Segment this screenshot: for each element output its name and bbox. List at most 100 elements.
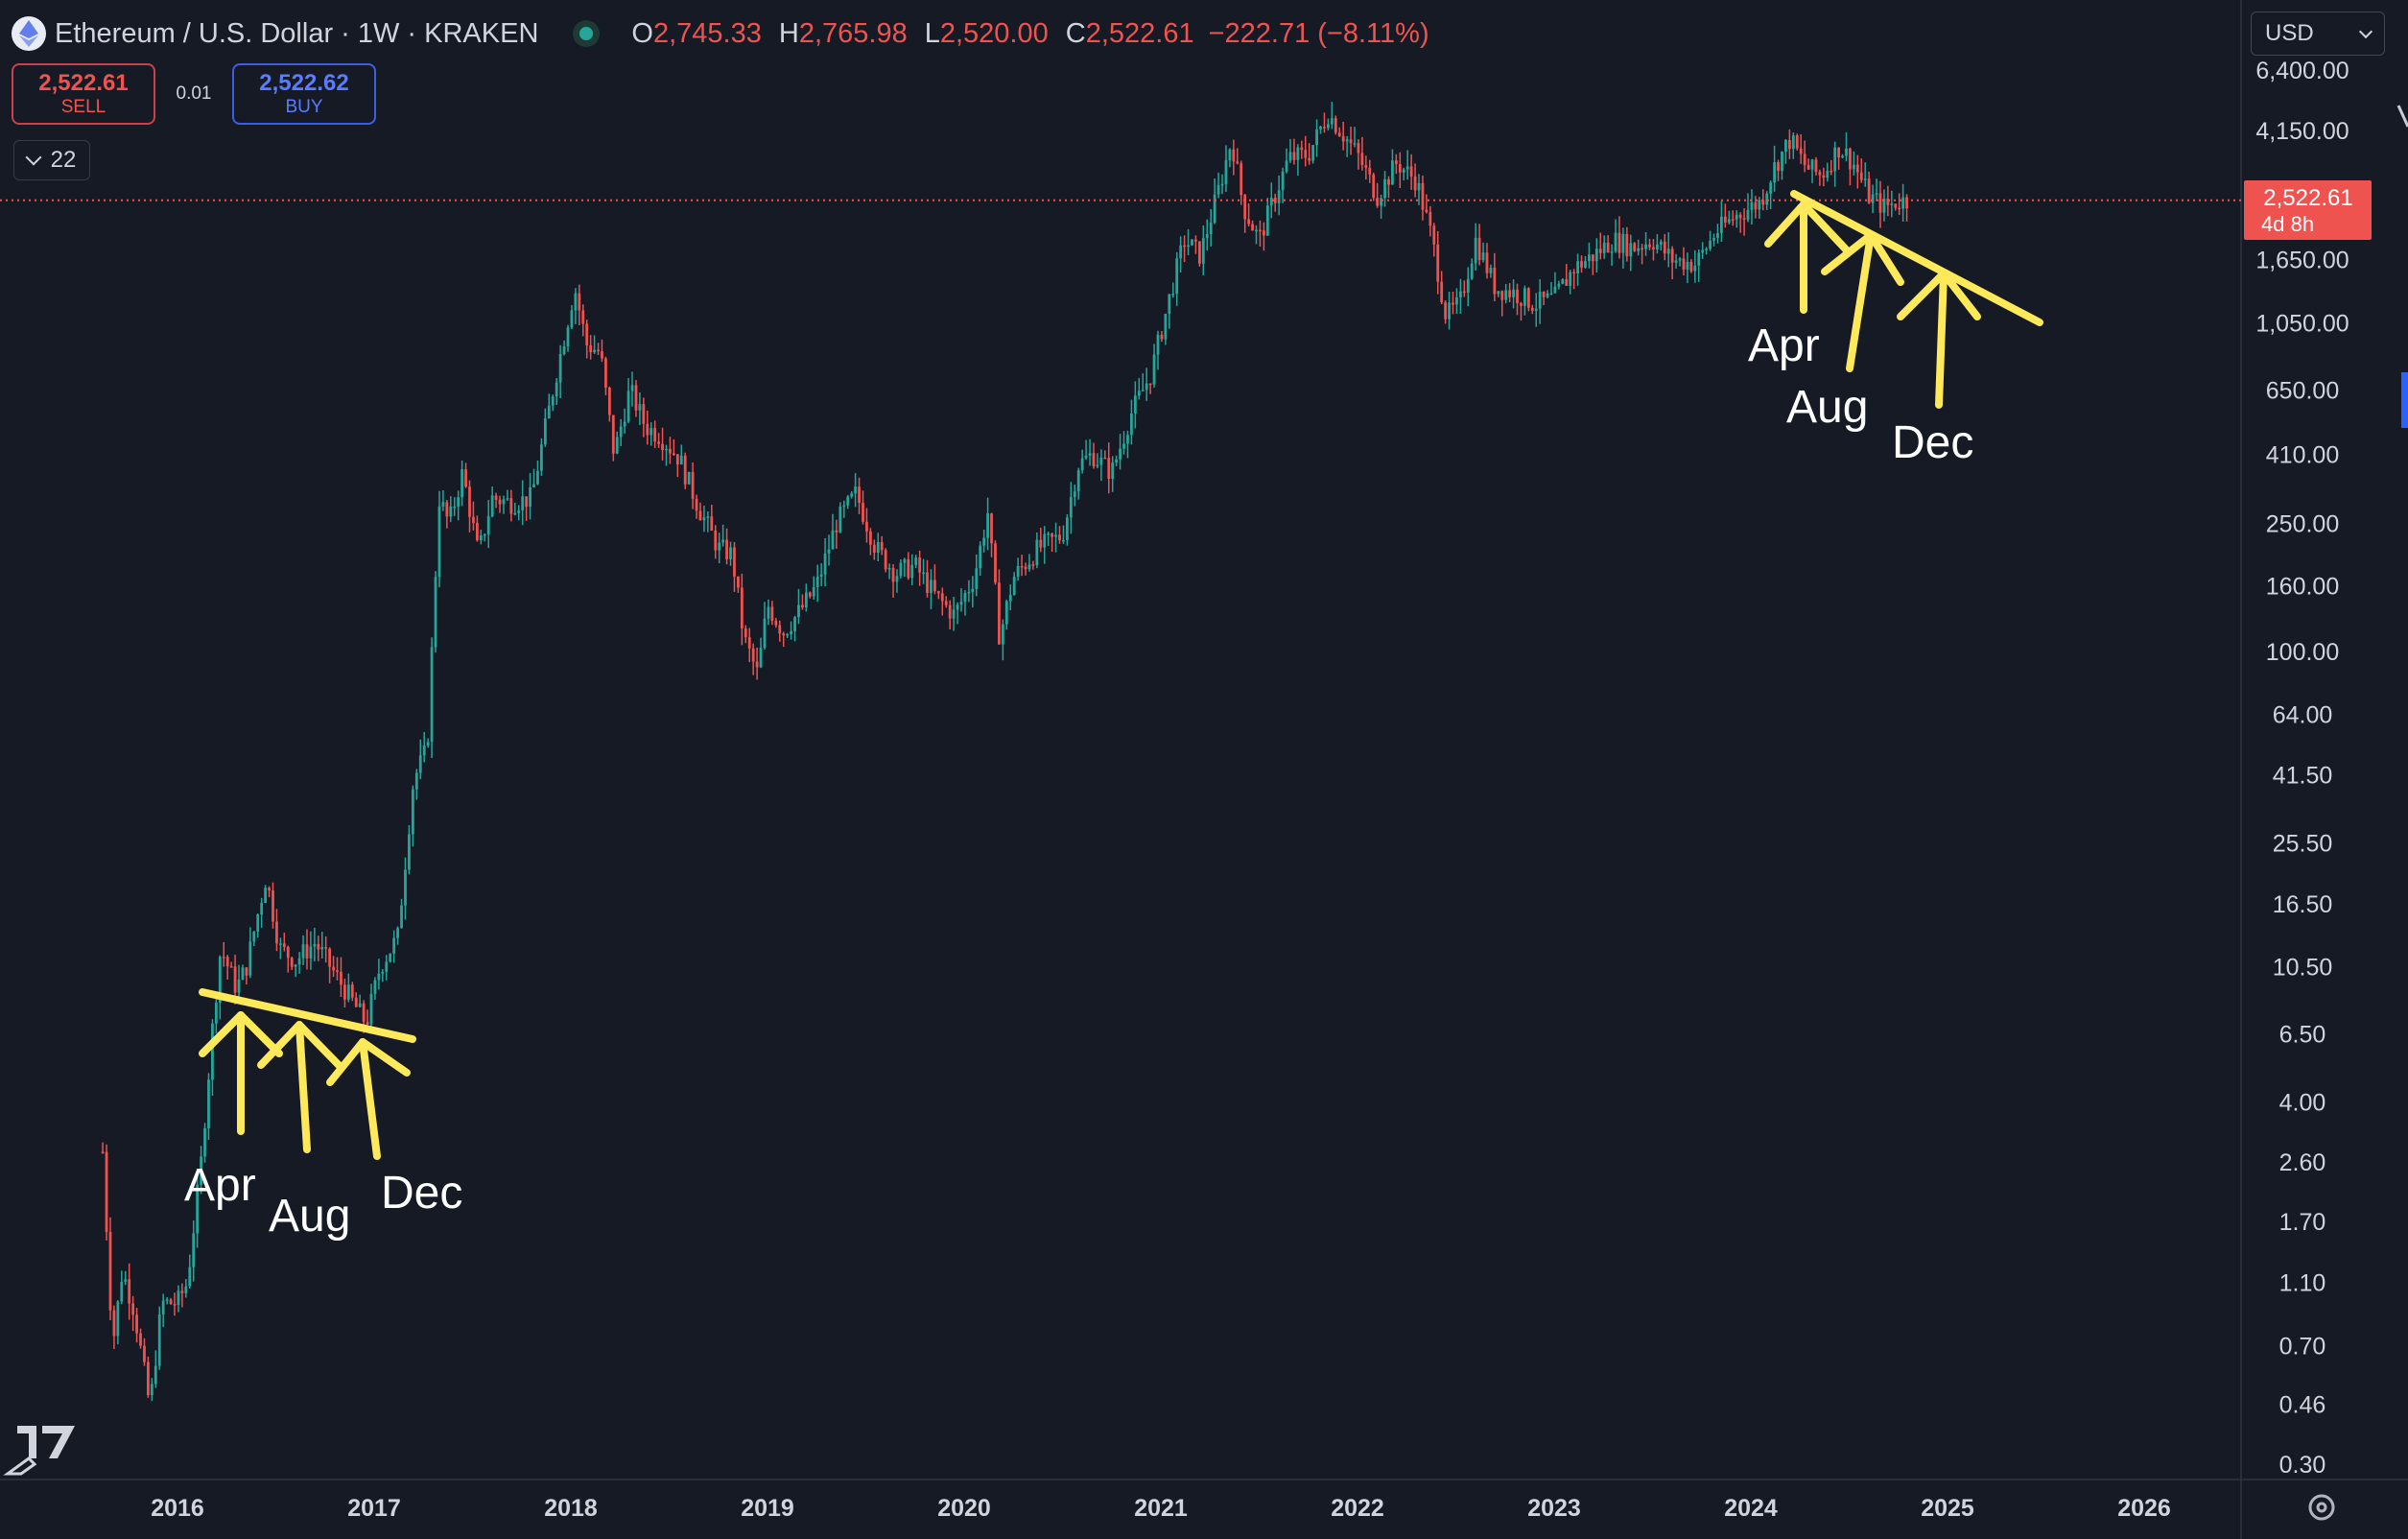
candle-body xyxy=(1485,252,1489,273)
x-tick-label: 2026 xyxy=(2117,1495,2171,1522)
candle-body xyxy=(529,486,531,508)
candle-body xyxy=(597,349,600,352)
candle-body xyxy=(105,1151,108,1233)
candle-body xyxy=(767,606,770,619)
candle-body xyxy=(271,890,274,922)
time-axis[interactable]: 2016 2017 2018 2019 2020 2021 2022 2023 2024 2025… xyxy=(151,1495,2171,1522)
y-tick-label: 250.00 xyxy=(2266,511,2339,538)
tradingview-logo[interactable] xyxy=(3,1426,75,1476)
candle-body xyxy=(1213,194,1216,224)
candle-body xyxy=(1137,391,1141,396)
candle-body xyxy=(1538,291,1542,309)
candle-body xyxy=(801,604,804,608)
candle-body xyxy=(1666,249,1670,254)
y-tick-label: 1,050.00 xyxy=(2255,310,2349,337)
candle-body xyxy=(1315,129,1318,146)
currency-select[interactable]: USD xyxy=(2251,12,2385,56)
sell-button[interactable]: 2,522.61 SELL xyxy=(12,63,155,125)
candle-body xyxy=(449,506,453,517)
candle-body xyxy=(1561,279,1565,284)
last-price-countdown: 4d 8h xyxy=(2261,212,2314,236)
candle-body xyxy=(297,958,301,965)
high-value: 2,765.98 xyxy=(798,17,908,49)
candle-body xyxy=(457,497,460,507)
y-tick-label: 2.60 xyxy=(2279,1149,2326,1176)
candle-body xyxy=(233,966,237,993)
candle-body xyxy=(626,391,630,422)
y-tick-label: 0.30 xyxy=(2279,1452,2326,1479)
candle-body xyxy=(153,1365,157,1385)
candle-body xyxy=(225,957,229,967)
candle-body xyxy=(1477,237,1481,261)
candle-body xyxy=(578,293,581,311)
candle-body xyxy=(1705,249,1709,250)
candle-body xyxy=(430,647,434,743)
candle-body xyxy=(1799,148,1803,154)
open-value: 2,745.33 xyxy=(652,17,762,49)
candle-body xyxy=(1387,178,1390,185)
indicators-toggle-button[interactable]: 22 xyxy=(13,140,90,180)
candle-body xyxy=(706,516,710,518)
candle-body xyxy=(188,1267,192,1287)
settings-gear-icon[interactable] xyxy=(2308,1494,2335,1521)
candle-body xyxy=(1781,152,1783,172)
candle-body xyxy=(1591,254,1594,262)
candle-body xyxy=(1557,283,1561,287)
candle-body xyxy=(903,558,907,563)
candle-body xyxy=(1598,249,1602,253)
candle-body xyxy=(336,970,339,972)
candle-body xyxy=(128,1279,131,1304)
buy-button[interactable]: 2,522.62 BUY xyxy=(232,63,376,125)
candle-body xyxy=(381,971,385,974)
axis-edge-tick xyxy=(2396,105,2408,128)
candle-body xyxy=(1886,199,1890,205)
candle-body xyxy=(1644,244,1647,249)
trendline-2016[interactable] xyxy=(199,988,416,1043)
candle-body xyxy=(1625,234,1629,257)
candle-body xyxy=(332,966,335,971)
candle-body xyxy=(1791,135,1795,150)
x-tick-label: 2018 xyxy=(544,1495,598,1522)
trendline-2024[interactable] xyxy=(1790,190,2043,326)
candle-body xyxy=(1814,159,1818,173)
candle-body xyxy=(562,345,566,355)
candle-body xyxy=(956,604,959,610)
candle-body xyxy=(1584,261,1587,268)
candle-body xyxy=(241,967,245,980)
indicators-count: 22 xyxy=(50,147,77,173)
candle-body xyxy=(593,349,596,353)
candle-body xyxy=(862,503,864,522)
candle-body xyxy=(1572,272,1576,274)
candle-body xyxy=(385,961,389,972)
sell-price: 2,522.61 xyxy=(38,70,129,96)
drawing-layer[interactable] xyxy=(199,190,2043,1160)
candle-body xyxy=(506,498,509,500)
candle-body xyxy=(101,1151,105,1153)
candle-body xyxy=(196,1184,200,1234)
candle-body xyxy=(1830,170,1833,173)
price-axis[interactable]: 6,400.00 4,150.00 1,650.00 1,050.00 650.00 41… xyxy=(2255,58,2349,1479)
candle-body xyxy=(566,327,570,346)
symbol-title[interactable]: Ethereum / U.S. Dollar · 1W · KRAKEN xyxy=(55,17,539,49)
candle-body xyxy=(1746,209,1750,220)
y-tick-label: 41.50 xyxy=(2273,762,2333,789)
candle-body xyxy=(1357,143,1360,154)
candle-body xyxy=(207,1079,210,1129)
candle-body xyxy=(1398,164,1402,173)
candle-body xyxy=(468,486,471,517)
candle-body xyxy=(373,980,377,994)
candle-body xyxy=(490,495,494,517)
candle-body xyxy=(245,967,248,976)
candle-body xyxy=(1345,139,1349,142)
candle-body xyxy=(1890,203,1894,205)
candle-body xyxy=(1641,248,1644,250)
candle-body xyxy=(1062,539,1065,542)
x-tick-label: 2017 xyxy=(347,1495,401,1522)
candle-body xyxy=(1652,247,1655,249)
y-tick-label: 25.50 xyxy=(2273,830,2333,857)
candle-body xyxy=(1413,176,1417,191)
scroll-handle[interactable] xyxy=(2401,372,2408,428)
candle-body xyxy=(604,358,607,388)
candle-body xyxy=(975,568,979,589)
